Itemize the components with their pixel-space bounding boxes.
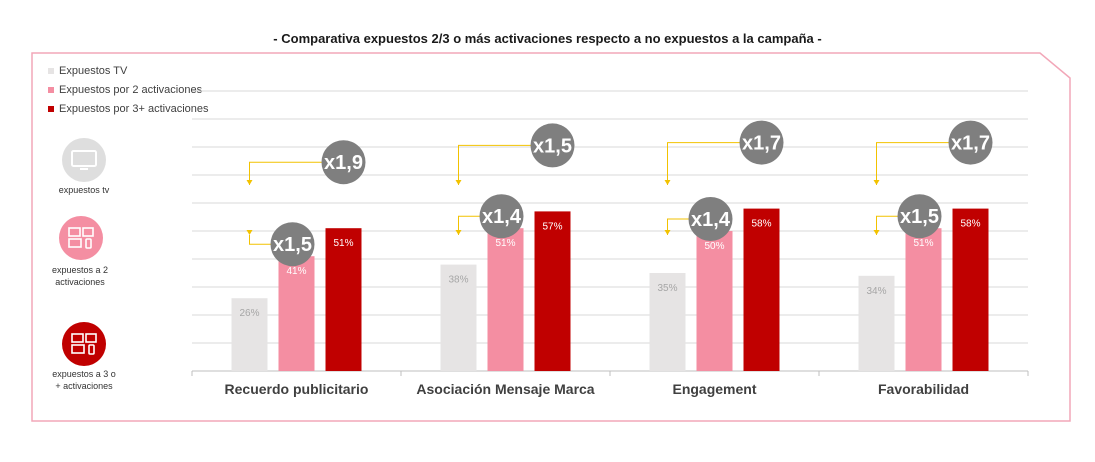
legend-swatch [48,67,54,74]
category-label: Engagement [672,381,756,397]
multi-device-icon [62,322,106,366]
legend-swatch [48,105,54,112]
bar [487,228,524,371]
bar [743,208,780,371]
multiplier-bubble [321,140,366,185]
multiplier-bubble [479,194,524,239]
side-label-line: expuestos a 3 o [52,369,116,379]
multiplier-bubble [897,194,942,239]
category-label: Favorabilidad [878,381,969,397]
data-label: 51% [333,238,353,249]
multiplier-bubble [270,222,315,267]
data-label: 34% [866,286,886,297]
arrow-line [458,144,531,185]
bar [278,256,315,371]
bar [325,228,362,371]
multiplier-bubble [948,120,993,165]
legend-label: Expuestos por 2 activaciones [59,83,203,96]
side-label-line: expuestos tv [58,185,110,195]
legend-label: Expuestos TV [59,64,128,77]
multiplier-label: x1,5 [533,135,572,157]
multiplier-label: x1,5 [273,234,312,256]
arrow-line [249,161,322,185]
bar [534,211,571,371]
data-label: 41% [286,266,306,277]
tv-icon [62,138,106,182]
arrow-line [458,215,480,235]
multiplier-label: x1,7 [951,133,990,155]
multiplier-label: x1,9 [324,152,363,174]
legend-item-2-activaciones: Expuestos por 2 activaciones [48,80,209,99]
multiplier-bubble [530,123,575,168]
multiplier-label: x1,4 [691,209,731,231]
bar [952,208,989,371]
bar [440,264,477,371]
multiplier-label: x1,4 [482,206,522,228]
arrow-head [664,180,671,185]
data-label: 35% [657,283,677,294]
arrow-line [249,235,271,245]
bar [858,275,895,371]
arrow-line [876,142,949,185]
multiplier-label: x1,5 [900,206,939,228]
data-label: 38% [448,275,468,286]
legend-item-3-activaciones: Expuestos por 3+ activaciones [48,99,209,118]
side-label-tv: expuestos tv [24,184,144,196]
arrow-head [873,230,880,235]
side-label-3-activaciones: expuestos a 3 o + activaciones [24,368,144,392]
arrow-head [246,180,253,185]
data-label: 58% [751,219,771,230]
legend: Expuestos TV Expuestos por 2 activacione… [48,61,209,118]
multiplier-bubble [739,120,784,165]
legend-swatch [48,86,54,93]
category-label: Recuerdo publicitario [225,381,369,397]
arrow-line [667,218,689,235]
bar [231,298,268,371]
category-label: Asociación Mensaje Marca [416,381,594,397]
data-label: 58% [960,219,980,230]
side-label-2-activaciones: expuestos a 2 activaciones [20,264,140,288]
side-label-line: activaciones [55,277,105,287]
arrow-head [873,180,880,185]
bar [696,231,733,371]
legend-label: Expuestos por 3+ activaciones [59,102,209,115]
data-label: 51% [495,238,515,249]
multiplier-bubble [688,197,733,241]
arrow-head [246,230,253,235]
side-label-line: expuestos a 2 [51,265,109,275]
data-label: 50% [704,241,724,252]
data-label: 26% [239,308,259,319]
data-label: 57% [542,221,562,232]
arrow-line [667,142,740,185]
data-label: 51% [913,238,933,249]
multi-device-icon [59,216,103,260]
arrow-line [876,215,898,235]
bar [905,228,942,371]
legend-item-tv: Expuestos TV [48,61,209,80]
bar [649,273,686,371]
multiplier-label: x1,7 [742,133,781,155]
side-label-line: + activaciones [55,381,113,391]
arrow-head [455,180,462,185]
arrow-head [664,230,671,235]
page-title: - Comparativa expuestos 2/3 o más activa… [273,31,822,46]
arrow-head [455,230,462,235]
